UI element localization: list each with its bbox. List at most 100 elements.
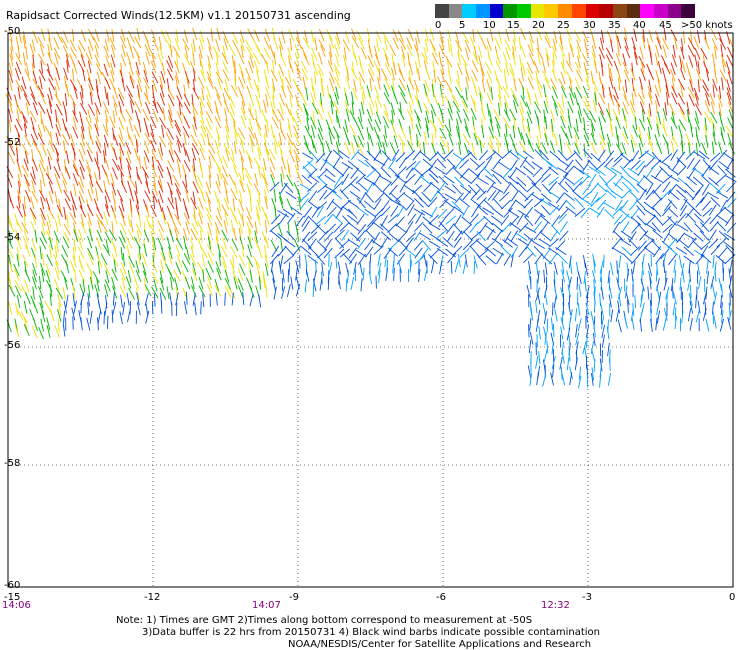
wind-barb xyxy=(648,79,652,93)
wind-barb xyxy=(128,118,133,132)
wind-barb xyxy=(450,260,453,274)
wind-barb xyxy=(270,101,274,115)
wind-barb xyxy=(594,92,597,106)
wind-barb xyxy=(453,206,465,215)
wind-barb xyxy=(543,100,549,114)
wind-barb xyxy=(647,92,653,105)
wind-barb xyxy=(87,46,93,60)
wind-barb xyxy=(159,84,165,98)
wind-barb xyxy=(663,200,672,212)
wind-barb xyxy=(80,133,85,147)
wind-barb xyxy=(713,315,717,329)
wind-barb xyxy=(498,86,502,100)
wind-barb xyxy=(532,167,543,178)
wind-barb xyxy=(611,238,621,250)
wind-barb xyxy=(559,173,569,184)
wind-barb xyxy=(351,28,357,41)
wind-barb xyxy=(462,240,473,251)
wind-barb xyxy=(559,230,569,241)
wind-barb xyxy=(112,110,116,124)
wind-barb xyxy=(583,117,586,131)
wind-barb xyxy=(383,92,391,105)
wind-barb xyxy=(316,249,328,259)
wind-barb xyxy=(72,254,77,268)
wind-barb xyxy=(607,372,612,386)
wind-barb xyxy=(87,220,92,234)
wind-barb xyxy=(334,229,345,240)
wind-barb xyxy=(248,134,255,147)
wind-barb xyxy=(174,227,179,241)
wind-barb xyxy=(379,223,390,233)
wind-barb xyxy=(382,141,387,155)
wind-barb xyxy=(539,149,549,161)
wind-barb xyxy=(22,52,26,66)
wind-barb xyxy=(282,269,285,283)
wind-barb xyxy=(546,318,549,332)
wind-barb xyxy=(535,318,539,332)
wind-barb xyxy=(144,132,152,145)
wind-barb xyxy=(317,119,323,132)
wind-barb xyxy=(557,149,568,161)
wind-barb xyxy=(684,189,695,200)
wind-barb xyxy=(178,165,182,178)
wind-barb xyxy=(656,285,660,299)
map-frame xyxy=(7,32,734,588)
scale-tick-label: 25 xyxy=(557,20,570,31)
wind-barb xyxy=(392,37,399,50)
wind-barb xyxy=(593,279,596,293)
scale-swatch xyxy=(448,4,463,18)
wind-barb xyxy=(463,118,469,132)
wind-barb xyxy=(318,39,326,51)
wind-barb xyxy=(398,134,406,147)
wind-barb xyxy=(264,263,269,277)
wind-barb xyxy=(365,182,374,194)
wind-barb xyxy=(261,53,268,66)
wind-barb xyxy=(565,133,571,146)
wind-barb xyxy=(151,230,154,244)
wind-barb xyxy=(326,85,330,99)
wind-barb xyxy=(438,44,446,57)
wind-barb xyxy=(470,198,482,208)
wind-barb xyxy=(113,103,118,116)
wind-barb xyxy=(384,77,391,91)
wind-barb xyxy=(193,116,197,130)
wind-barb xyxy=(286,85,294,98)
wind-barb xyxy=(29,207,37,220)
wind-barb xyxy=(381,68,388,81)
wind-barb xyxy=(553,295,557,309)
wind-barb xyxy=(512,38,517,52)
wind-barb xyxy=(262,271,266,284)
wind-barb xyxy=(573,127,580,140)
wind-barb xyxy=(348,222,360,232)
wind-barb xyxy=(312,110,315,124)
wind-barb xyxy=(169,44,173,58)
wind-barb xyxy=(69,39,77,52)
wind-barb xyxy=(726,182,736,193)
wind-barb xyxy=(38,53,46,66)
wind-barb xyxy=(709,229,717,241)
wind-barb xyxy=(391,109,394,123)
wind-barb xyxy=(419,197,430,208)
wind-barb xyxy=(272,278,277,292)
wind-barb xyxy=(435,230,447,240)
wind-barb xyxy=(671,77,675,91)
wind-barb xyxy=(295,260,300,273)
wind-barb xyxy=(453,224,464,235)
wind-barb xyxy=(502,239,513,248)
wind-barb xyxy=(623,69,630,82)
wind-barb xyxy=(516,233,528,242)
wind-barb xyxy=(162,211,166,225)
wind-barb xyxy=(241,100,246,114)
wind-barb xyxy=(224,292,226,306)
wind-barb xyxy=(717,215,729,224)
wind-barb xyxy=(258,276,262,290)
wind-barb xyxy=(345,108,350,122)
wind-barb xyxy=(431,142,437,156)
wind-barb xyxy=(612,182,624,192)
wind-barb xyxy=(428,168,439,179)
wind-barb xyxy=(24,279,30,293)
wind-barb xyxy=(357,116,364,130)
wind-barb xyxy=(718,149,728,161)
wind-barb xyxy=(552,323,555,337)
wind-barb xyxy=(711,283,716,297)
